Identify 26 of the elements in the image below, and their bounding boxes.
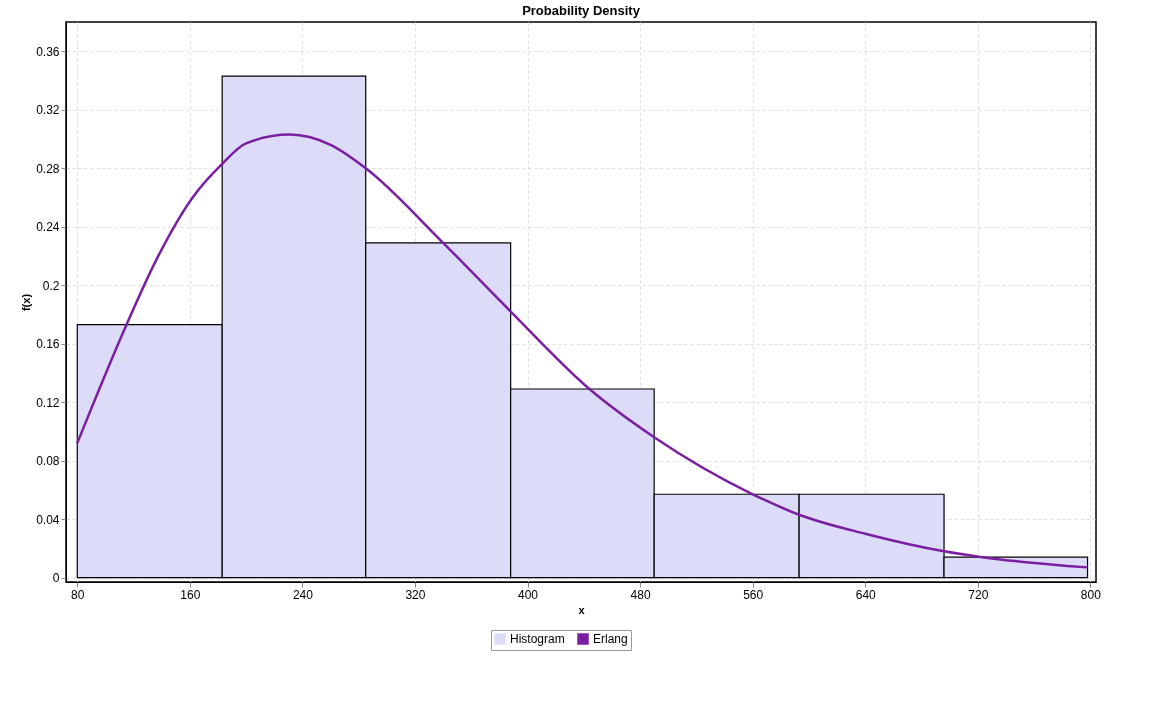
x-tick-label: 480 bbox=[630, 587, 651, 602]
chart-title: Probability Density bbox=[522, 3, 641, 18]
y-tick-label: 0.32 bbox=[36, 103, 60, 118]
x-tick-label: 400 bbox=[518, 587, 539, 602]
x-axis-title: x bbox=[578, 603, 586, 616]
y-tick-label: 0.04 bbox=[36, 512, 60, 527]
legend-label: Histogram bbox=[510, 632, 565, 646]
y-tick-label: 0.28 bbox=[36, 161, 60, 176]
legend-label: Erlang bbox=[593, 632, 628, 646]
x-tick-label: 160 bbox=[180, 587, 201, 602]
y-tick-label: 0.16 bbox=[36, 337, 60, 352]
x-tick-label: 560 bbox=[743, 587, 764, 602]
x-tick-label: 640 bbox=[855, 587, 877, 602]
y-tick-label: 0.24 bbox=[36, 220, 60, 235]
y-tick-label: 0 bbox=[52, 571, 60, 586]
x-tick-label: 720 bbox=[968, 587, 989, 602]
y-tick-label: 0.12 bbox=[36, 395, 60, 410]
line-series bbox=[76, 133, 1089, 569]
y-tick-label: 0.2 bbox=[42, 278, 60, 293]
y-axis-title: f(x) bbox=[20, 293, 33, 312]
x-tick-label: 320 bbox=[405, 587, 426, 602]
y-tick-label: 0.36 bbox=[36, 44, 60, 59]
y-tick-label: 0.08 bbox=[36, 454, 60, 469]
x-tick-label: 80 bbox=[71, 587, 85, 602]
x-tick-label: 240 bbox=[292, 587, 314, 602]
x-tick-label: 800 bbox=[1080, 587, 1102, 602]
